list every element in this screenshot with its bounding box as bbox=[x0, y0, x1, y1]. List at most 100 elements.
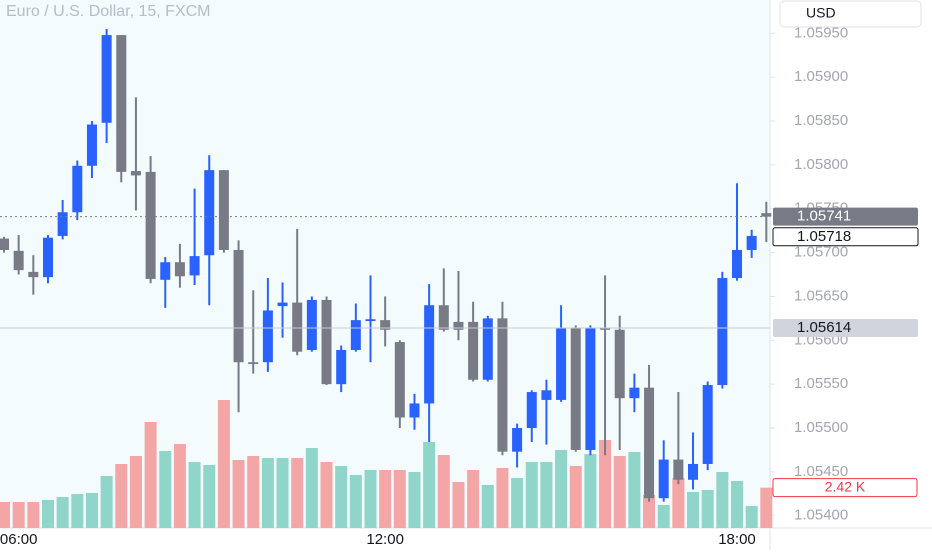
volume-badge bbox=[772, 478, 918, 498]
volume-bar bbox=[760, 487, 773, 528]
candle-body bbox=[482, 318, 493, 380]
price-badge-label: 1.05614 bbox=[797, 319, 851, 336]
x-tick-label: 18:00 bbox=[718, 531, 756, 548]
volume-bar bbox=[56, 497, 69, 528]
candle-body bbox=[204, 170, 215, 256]
candle-body bbox=[746, 235, 757, 250]
y-tick-label: 1.05950 bbox=[794, 24, 848, 41]
x-tick-label: 06:00 bbox=[0, 531, 37, 548]
volume-bar bbox=[144, 422, 157, 528]
volume-bar bbox=[643, 495, 656, 528]
volume-bar bbox=[599, 440, 612, 528]
y-tick-label: 1.05900 bbox=[794, 68, 848, 85]
volume-bar bbox=[232, 460, 245, 528]
volume-bar bbox=[41, 500, 54, 528]
price-badge bbox=[773, 207, 918, 226]
volume-bar bbox=[320, 462, 333, 528]
volume-bar bbox=[672, 478, 685, 528]
y-tick-label: 1.05400 bbox=[794, 507, 848, 524]
plot-background bbox=[0, 0, 770, 528]
candle-body bbox=[585, 328, 596, 450]
candle-body bbox=[394, 342, 405, 418]
volume-bar bbox=[613, 456, 626, 528]
candle-body bbox=[409, 403, 420, 418]
candle-body bbox=[13, 250, 24, 271]
price-badge-label: 1.05741 bbox=[797, 208, 851, 225]
volume-bar bbox=[335, 466, 348, 528]
y-tick-label: 1.05500 bbox=[794, 419, 848, 436]
volume-bar bbox=[540, 462, 553, 528]
candle-body bbox=[614, 329, 625, 399]
volume-bar bbox=[569, 466, 582, 528]
volume-bar bbox=[247, 456, 260, 528]
volume-bar bbox=[27, 502, 40, 528]
y-tick-label: 1.05650 bbox=[794, 287, 848, 304]
candle-body bbox=[600, 328, 611, 330]
volume-bar bbox=[628, 452, 641, 528]
volume-bar bbox=[188, 462, 201, 528]
volume-bar bbox=[525, 462, 538, 528]
currency-label[interactable]: USD bbox=[806, 5, 836, 21]
price-badge bbox=[773, 319, 918, 338]
candle-body bbox=[761, 213, 772, 217]
candle-body bbox=[321, 299, 332, 385]
price-badge bbox=[772, 227, 919, 247]
candle-body bbox=[28, 271, 39, 278]
volume-bar bbox=[12, 502, 25, 528]
candle-body bbox=[526, 392, 537, 429]
volume-bar bbox=[0, 502, 10, 528]
volume-bar bbox=[701, 490, 714, 528]
candle-body bbox=[702, 385, 713, 464]
y-tick-label: 1.05800 bbox=[794, 156, 848, 173]
volume-bar bbox=[408, 472, 421, 528]
candle-body bbox=[101, 35, 112, 123]
volume-bar bbox=[511, 478, 524, 528]
chart-title: Euro / U.S. Dollar, 15, FXCM bbox=[6, 3, 211, 20]
volume-bar bbox=[276, 458, 289, 528]
volume-bar bbox=[481, 485, 494, 528]
candle-body bbox=[688, 463, 699, 480]
y-tick-label: 1.05550 bbox=[794, 375, 848, 392]
candle-body bbox=[658, 459, 669, 499]
candle-body bbox=[453, 321, 464, 330]
candle-body bbox=[350, 320, 361, 350]
candle-body bbox=[717, 278, 728, 386]
candle-body bbox=[0, 238, 9, 250]
candle-body bbox=[160, 262, 171, 280]
volume-bar bbox=[129, 456, 142, 528]
price-badge-label: 1.05718 bbox=[797, 228, 851, 245]
candle-body bbox=[233, 249, 244, 363]
volume-bar bbox=[217, 400, 230, 528]
y-tick-label: 1.05850 bbox=[794, 112, 848, 129]
candle-body bbox=[306, 299, 317, 350]
candle-body bbox=[732, 249, 742, 279]
candle-body bbox=[512, 428, 523, 452]
candle-body bbox=[277, 302, 288, 307]
volume-bar bbox=[496, 468, 509, 528]
candle-body bbox=[541, 390, 552, 400]
candle-body bbox=[72, 165, 83, 213]
candle-body bbox=[116, 35, 127, 172]
candle-body bbox=[42, 237, 53, 278]
candle-body bbox=[130, 171, 141, 176]
candle-body bbox=[189, 256, 200, 276]
currency-button[interactable] bbox=[779, 0, 922, 28]
candle-body bbox=[57, 212, 68, 236]
candle-body bbox=[292, 302, 303, 352]
volume-badge-label: 2.42 K bbox=[825, 478, 866, 494]
volume-bar bbox=[731, 481, 743, 528]
candle-body bbox=[556, 328, 567, 400]
volume-bar bbox=[261, 458, 274, 528]
y-tick-label: 1.05700 bbox=[794, 244, 848, 261]
candle-body bbox=[262, 310, 273, 363]
candle-body bbox=[365, 319, 376, 322]
volume-bar bbox=[364, 470, 377, 528]
volume-bar bbox=[203, 465, 216, 528]
y-tick-label: 1.05450 bbox=[794, 463, 848, 480]
volume-bar bbox=[584, 454, 597, 528]
volume-bar bbox=[452, 482, 465, 528]
volume-bar bbox=[173, 444, 186, 528]
volume-bar bbox=[745, 506, 758, 528]
volume-bar bbox=[657, 505, 670, 528]
volume-bar bbox=[687, 492, 700, 528]
